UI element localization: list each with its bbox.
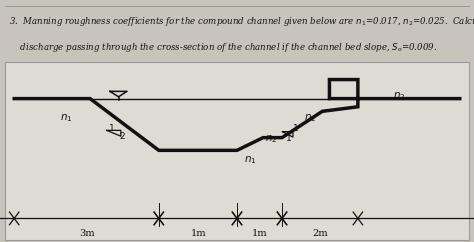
FancyBboxPatch shape [5,62,469,240]
Text: 1m: 1m [252,229,267,238]
Text: 1: 1 [286,134,292,143]
Text: 1: 1 [109,124,114,133]
Text: 1m: 1m [191,229,206,238]
Text: 2: 2 [119,132,125,142]
Text: 3.  Manning roughness coefficients for the compound channel given below are $n_1: 3. Manning roughness coefficients for th… [9,15,474,28]
Text: $n_2$: $n_2$ [304,112,317,124]
Text: $n_1$: $n_1$ [244,154,256,166]
Text: $n_2$: $n_2$ [393,91,406,102]
Text: discharge passing through the cross-section of the channel if the channel bed sl: discharge passing through the cross-sect… [9,41,438,54]
Text: $n_2$: $n_2$ [265,133,277,145]
Text: 3m: 3m [79,229,94,238]
Text: 2m: 2m [312,229,328,238]
Text: 1: 1 [293,124,299,133]
Text: $n_1$: $n_1$ [60,112,73,124]
